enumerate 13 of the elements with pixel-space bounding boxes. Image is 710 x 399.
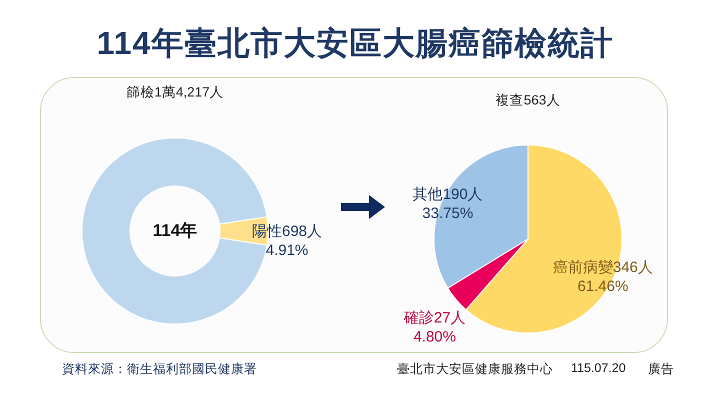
data-label: 4.80% <box>413 328 456 346</box>
text: 臺北市大安區健康服務中心 <box>397 361 553 378</box>
chart-title: 複查563人 <box>496 92 560 108</box>
text: 115.07.20 <box>571 361 626 375</box>
donut-slice <box>82 138 268 324</box>
slice-label: 陽性698人 <box>252 223 322 240</box>
data-label: 4.91% <box>266 242 308 259</box>
slice-label: 確診27人 <box>402 310 466 327</box>
text: 114年臺北市大安區大腸癌篩檢統計 <box>96 24 614 63</box>
source-note: 資料來源：衛生福利部國民健康署 <box>62 361 257 378</box>
chart-title: 篩檢1萬4,217人 <box>126 84 224 100</box>
text: 114年 <box>152 221 198 240</box>
text: 廣告 <box>648 361 674 378</box>
